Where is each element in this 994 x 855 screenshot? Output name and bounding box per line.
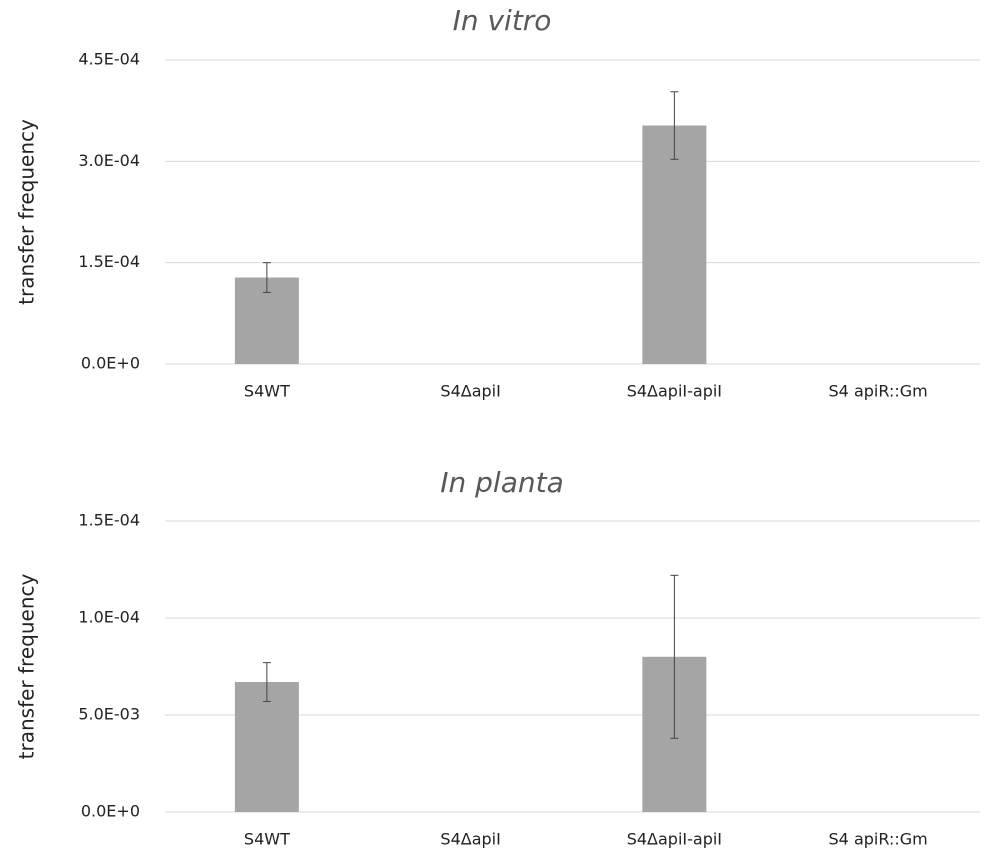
bar: [642, 125, 707, 364]
y-tick-label: 1.5E-04: [78, 252, 140, 271]
error-bar: [262, 662, 271, 702]
y-tick-label: 3.0E-04: [78, 151, 140, 170]
y-axis-label: transfer frequency: [15, 574, 39, 760]
error-bar: [262, 262, 271, 293]
x-tick-label: S4ΔapiI-apiI: [627, 382, 722, 401]
y-tick-label: 1.5E-04: [78, 511, 140, 530]
y-tick-label: 4.5E-04: [78, 50, 140, 69]
chart-title: In vitro: [453, 4, 552, 37]
error-bar: [670, 574, 679, 739]
y-tick-label: 0.0E+0: [81, 802, 140, 821]
x-tick-label: S4ΔapiI: [440, 830, 500, 849]
x-tick-label: S4WT: [244, 830, 290, 849]
x-tick-label: S4 apiR::Gm: [829, 382, 928, 401]
error-bar: [670, 91, 679, 160]
y-tick-label: 5.0E-03: [78, 705, 140, 724]
x-tick-label: S4ΔapiI: [440, 382, 500, 401]
y-axis-label: transfer frequency: [15, 119, 39, 305]
x-tick-label: S4 apiR::Gm: [829, 830, 928, 849]
x-tick-label: S4WT: [244, 382, 290, 401]
y-tick-label: 0.0E+0: [81, 354, 140, 373]
bar: [234, 682, 299, 812]
chart-title: In planta: [440, 466, 564, 499]
y-tick-label: 1.0E-04: [78, 608, 140, 627]
x-tick-label: S4ΔapiI-apiI: [627, 830, 722, 849]
